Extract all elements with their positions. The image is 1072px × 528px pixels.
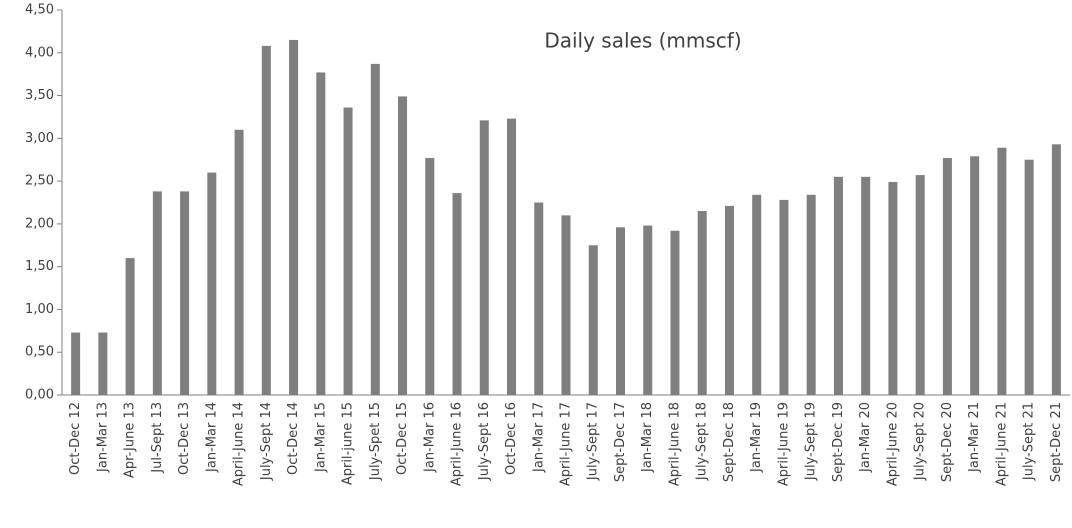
bar xyxy=(561,215,571,395)
x-tick-label: Jan-Mar 15 xyxy=(313,402,328,473)
bar xyxy=(970,156,980,395)
x-tick-label: April-june 15 xyxy=(341,402,356,485)
y-tick-label: 3,00 xyxy=(25,131,54,146)
x-tick-label: Oct-Dec 15 xyxy=(395,402,410,475)
bar xyxy=(833,176,843,395)
x-tick-label: April-June 17 xyxy=(559,402,574,486)
bar xyxy=(289,39,299,395)
x-tick-label: Sept-Dec 21 xyxy=(1049,402,1064,482)
x-tick-label: July-Sept 20 xyxy=(913,402,928,481)
bar xyxy=(425,158,435,395)
x-tick-label: July-Sept 21 xyxy=(1022,402,1037,481)
bar xyxy=(207,172,217,395)
x-tick-label: Jan-Mar 19 xyxy=(749,402,764,473)
x-tick-label: Jan-Mar 21 xyxy=(967,402,982,473)
y-tick-label: 1,00 xyxy=(25,302,54,317)
bar xyxy=(71,332,81,395)
bar xyxy=(915,175,925,395)
x-tick-label: April-June 19 xyxy=(776,402,791,486)
x-tick-label: April-June 21 xyxy=(994,402,1009,486)
bar xyxy=(942,158,952,395)
bar xyxy=(261,45,271,395)
y-tick-label: 0,00 xyxy=(25,388,54,403)
bar xyxy=(615,227,625,395)
bar xyxy=(997,147,1007,395)
x-tick-label: July-Spet 15 xyxy=(368,402,383,481)
bar xyxy=(779,199,789,395)
bar xyxy=(888,181,898,395)
bar xyxy=(180,191,190,395)
x-tick-label: July-Sept 17 xyxy=(586,402,601,481)
x-tick-label: April-June 20 xyxy=(885,402,900,486)
y-tick-label: 4,00 xyxy=(25,45,54,60)
x-tick-label: Jan-Mar 17 xyxy=(531,402,546,473)
x-tick-label: April-June 16 xyxy=(450,402,465,486)
x-tick-label: Sept-Dec 18 xyxy=(722,402,737,482)
bar xyxy=(752,194,762,395)
bar xyxy=(1051,144,1061,395)
x-tick-label: Jul-Sept 13 xyxy=(150,402,165,474)
bar xyxy=(534,202,544,395)
x-tick-label: Jan-Mar 14 xyxy=(204,402,219,473)
bar xyxy=(588,245,598,395)
x-tick-label: Jan-Mar 18 xyxy=(640,402,655,473)
x-tick-label: Sept-Dec 17 xyxy=(613,402,628,482)
bar xyxy=(98,332,108,395)
bar xyxy=(643,225,653,395)
x-tick-label: Sept-Dec 19 xyxy=(831,402,846,482)
y-tick-label: 4,50 xyxy=(25,3,54,18)
x-tick-label: Sept-Dec 20 xyxy=(940,402,955,482)
y-tick-label: 0,50 xyxy=(25,345,54,360)
y-tick-label: 1,50 xyxy=(25,259,54,274)
bar xyxy=(507,118,517,396)
bar xyxy=(370,63,380,396)
bar xyxy=(452,193,462,395)
x-tick-label: Oct-Dec 12 xyxy=(68,402,83,475)
bar xyxy=(861,176,871,395)
chart-title: Daily sales (mmscf) xyxy=(544,29,741,53)
x-tick-label: Jan-Mar 16 xyxy=(422,402,437,473)
y-tick-label: 2,00 xyxy=(25,216,54,231)
x-tick-label: July-Sept 14 xyxy=(259,402,274,481)
bar xyxy=(806,194,816,395)
x-tick-label: July-Sept 19 xyxy=(804,402,819,481)
bar xyxy=(1024,159,1034,395)
y-tick-label: 3,50 xyxy=(25,88,54,103)
x-tick-label: July-Sept 18 xyxy=(695,402,710,481)
x-tick-label: Oct-Dec 13 xyxy=(177,402,192,475)
bar xyxy=(316,72,326,395)
x-tick-label: July-Sept 16 xyxy=(477,402,492,481)
x-tick-label: April-June 14 xyxy=(232,402,247,486)
bar xyxy=(724,205,734,395)
x-tick-label: Jan-Mar 13 xyxy=(95,402,110,473)
bar xyxy=(398,96,408,396)
x-tick-label: Oct-Dec 14 xyxy=(286,402,301,475)
x-tick-label: Apr-June 13 xyxy=(123,402,138,478)
x-tick-label: Oct-Dec 16 xyxy=(504,402,519,475)
bar xyxy=(343,107,353,396)
bar xyxy=(479,120,489,395)
x-tick-label: Jan-Mar 20 xyxy=(858,402,873,473)
bar xyxy=(697,211,707,395)
bar xyxy=(234,129,244,395)
bar xyxy=(152,191,162,395)
x-tick-label: April-June 18 xyxy=(667,402,682,486)
y-tick-label: 2,50 xyxy=(25,174,54,189)
bar xyxy=(670,230,680,395)
bar xyxy=(125,258,135,395)
